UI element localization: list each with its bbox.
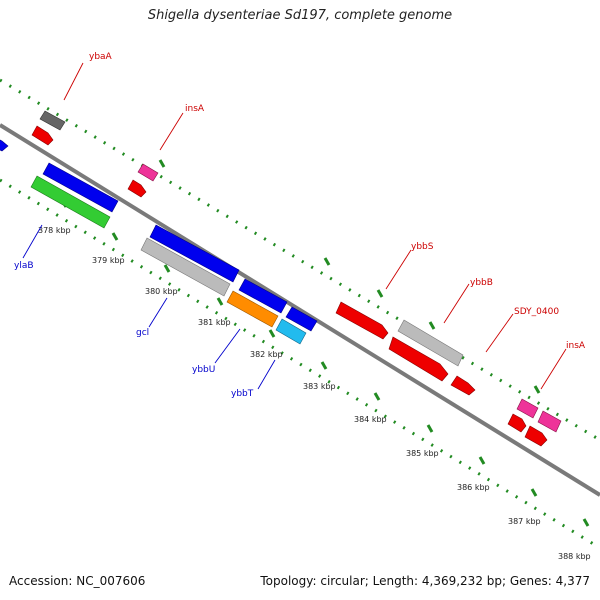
gene-label-ybbT[interactable]: ybbT [231, 389, 254, 399]
gene-arrow-red[interactable] [450, 375, 476, 396]
gene-arrow-blue[interactable] [42, 162, 119, 213]
genome-backbone [0, 123, 600, 497]
gene-label-ybbS[interactable]: ybbS [411, 242, 434, 252]
gene-arrow-pink[interactable] [537, 410, 562, 433]
gene-arrow-gray[interactable] [397, 319, 464, 367]
gene-label-insA[interactable]: insA [185, 104, 205, 114]
map-title: Shigella dysenteriae Sd197, complete gen… [147, 8, 453, 23]
forward-strand-genes [0, 110, 562, 447]
kbp-scale-labels: 378 kbp 379 kbp 380 kbp 381 kbp 382 kbp … [38, 226, 591, 561]
kbp-label: 387 kbp [508, 517, 541, 526]
gene-label-SDY_0400[interactable]: SDY_0400 [514, 307, 559, 317]
accession-label: Accession: NC_007606 [9, 574, 146, 588]
kbp-label: 386 kbp [457, 483, 490, 492]
gene-label-gcl[interactable]: gcl [136, 328, 149, 338]
gene-arrow-pink[interactable] [516, 398, 539, 419]
gene-arrow-blue[interactable] [149, 224, 240, 283]
gene-arrow-red[interactable] [335, 301, 389, 340]
kbp-label: 383 kbp [303, 382, 336, 391]
kbp-label: 380 kbp [145, 287, 178, 296]
gene-arrow-red[interactable] [127, 179, 147, 198]
gene-arrow-blue[interactable] [285, 306, 318, 332]
gene-label-ybbB[interactable]: ybbB [470, 278, 493, 288]
gene-arrow-red[interactable] [524, 425, 548, 447]
gene-label-insA-2[interactable]: insA [566, 341, 586, 351]
gene-arrow-red[interactable] [388, 336, 449, 382]
gene-arrow-blue[interactable] [0, 137, 9, 152]
kbp-label: 381 kbp [198, 318, 231, 327]
kbp-label: 378 kbp [38, 226, 71, 235]
kbp-label: 385 kbp [406, 449, 439, 458]
gene-label-ylaB[interactable]: ylaB [14, 261, 34, 271]
kbp-label: 384 kbp [354, 415, 387, 424]
gene-arrow-green[interactable] [30, 175, 111, 229]
major-ticks [60, 159, 590, 527]
gene-arrow-darkgray[interactable] [39, 110, 66, 131]
gene-name-labels: ybaA insA ybbS ybbB SDY_0400 insA ylaB g… [14, 52, 586, 399]
gene-arrow-gray[interactable] [140, 237, 231, 297]
gene-label-ybbU[interactable]: ybbU [192, 365, 215, 375]
topology-summary: Topology: circular; Length: 4,369,232 bp… [260, 574, 590, 588]
gene-arrow-cyan[interactable] [275, 318, 307, 345]
gene-arrow-red[interactable] [507, 413, 527, 433]
gene-arrow-red[interactable] [31, 125, 54, 146]
kbp-label: 388 kbp [558, 552, 591, 561]
reverse-strand-genes [30, 162, 318, 345]
upper-tick-track [0, 78, 600, 442]
gene-arrow-blue[interactable] [238, 278, 288, 314]
kbp-label: 382 kbp [250, 350, 283, 359]
gene-arrow-orange[interactable] [226, 290, 279, 328]
lower-tick-track [0, 178, 600, 550]
kbp-label: 379 kbp [92, 256, 125, 265]
gene-arrow-pink[interactable] [137, 163, 159, 182]
gene-label-ybaA[interactable]: ybaA [89, 52, 113, 62]
label-connectors [22, 62, 567, 390]
